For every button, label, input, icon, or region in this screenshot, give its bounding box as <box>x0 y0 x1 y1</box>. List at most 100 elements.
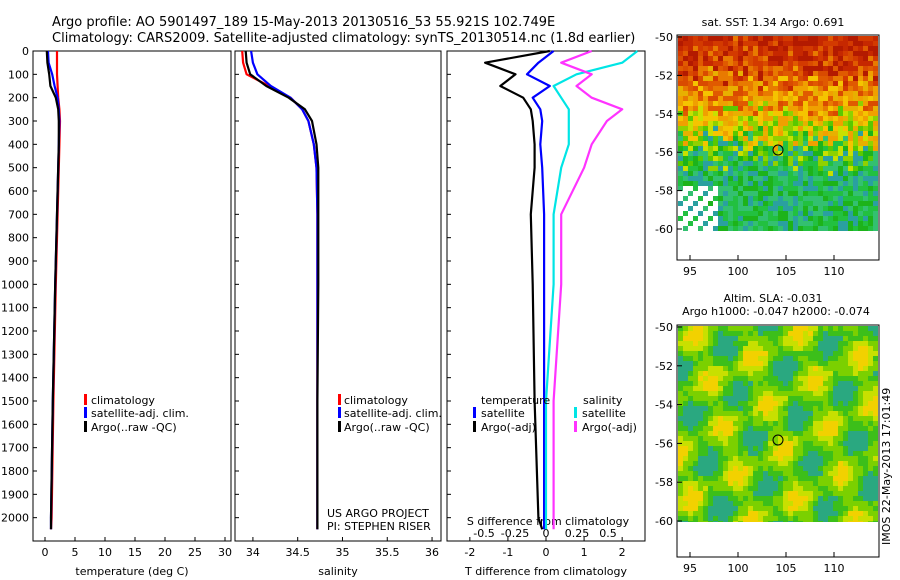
sst-map-cell <box>753 141 758 146</box>
sla-map-cell <box>723 481 728 486</box>
lon-tick-label: 105 <box>776 562 797 575</box>
sst-map-cell <box>733 251 738 256</box>
depth-tick-label: 1700 <box>1 442 29 455</box>
sst-map-cell <box>768 126 773 131</box>
sla-map-cell <box>733 361 738 366</box>
sst-map-cell <box>838 211 843 216</box>
sst-map-cell <box>698 151 703 156</box>
sst-map-cell <box>698 141 703 146</box>
sla-map-cell <box>778 426 783 431</box>
sst-map-cell <box>863 226 868 231</box>
sst-map-cell <box>808 181 813 186</box>
sst-map-cell <box>768 186 773 191</box>
sla-map-cell <box>803 441 808 446</box>
sst-map-cell <box>868 81 873 86</box>
sst-map-cell <box>808 216 813 221</box>
sst-map-cell <box>863 191 868 196</box>
sla-map-cell <box>728 381 733 386</box>
sla-map-cell <box>843 446 848 451</box>
sst-map-cell <box>853 221 858 226</box>
sla-map-cell <box>738 406 743 411</box>
sla-map-cell <box>728 476 733 481</box>
sla-map-cell <box>818 441 823 446</box>
sla-map-cell <box>853 486 858 491</box>
sst-map-cell <box>808 206 813 211</box>
sst-map-cell <box>753 241 758 246</box>
series-line-2 <box>250 50 319 530</box>
sla-map-cell <box>778 476 783 481</box>
sla-map-cell <box>768 361 773 366</box>
sla-map-cell <box>803 391 808 396</box>
lat-tick-label: -60 <box>655 515 673 528</box>
legend-swatch-temp-argo <box>473 421 476 432</box>
sla-map-cell <box>848 336 853 341</box>
sla-map-cell <box>778 496 783 501</box>
sst-map-cell <box>833 56 838 61</box>
sst-map-cell <box>788 196 793 201</box>
sst-map-cell <box>828 146 833 151</box>
sst-map-cell <box>748 256 753 261</box>
sla-map-cell <box>693 421 698 426</box>
sst-map-cell <box>853 141 858 146</box>
sla-map-cell <box>863 501 868 506</box>
sst-map-cell <box>748 221 753 226</box>
sst-map-cell <box>773 116 778 121</box>
sst-map-cell <box>763 41 768 46</box>
sla-map-cell <box>843 366 848 371</box>
sst-map-cell <box>833 76 838 81</box>
sst-map-cell <box>818 36 823 41</box>
sst-map-cell <box>798 91 803 96</box>
sla-map-cell <box>798 501 803 506</box>
sla-map-cell <box>678 336 683 341</box>
sst-map-cell <box>738 221 743 226</box>
sst-map-cell <box>833 66 838 71</box>
sst-map-cell <box>828 81 833 86</box>
sst-map-cell <box>803 141 808 146</box>
sst-map-cell <box>733 221 738 226</box>
sla-map-cell <box>853 366 858 371</box>
sst-map-cell <box>733 256 738 261</box>
sst-map-cell <box>783 56 788 61</box>
sst-map-cell <box>778 146 783 151</box>
sla-map-cell <box>778 326 783 331</box>
sst-map-cell <box>688 181 693 186</box>
sst-map-cell <box>793 156 798 161</box>
sst-map-cell <box>828 231 833 236</box>
sst-map-cell <box>708 81 713 86</box>
sst-map-cell <box>873 146 878 151</box>
sst-map-cell <box>688 171 693 176</box>
sla-map-cell <box>723 341 728 346</box>
sla-map-cell <box>733 431 738 436</box>
sst-map-cell <box>753 151 758 156</box>
sla-map-cell <box>853 471 858 476</box>
sst-map-cell <box>803 176 808 181</box>
sst-map-cell <box>758 151 763 156</box>
sst-map-cell <box>783 251 788 256</box>
sst-map-cell <box>698 36 703 41</box>
sla-map-cell <box>688 451 693 456</box>
sla-map-cell <box>723 351 728 356</box>
sst-map-cell <box>813 146 818 151</box>
sla-map-cell <box>838 436 843 441</box>
sla-map-cell <box>788 356 793 361</box>
sla-map-cell <box>753 426 758 431</box>
sst-map-cell <box>678 66 683 71</box>
sst-map-cell <box>688 186 693 191</box>
depth-tick-label: 1300 <box>1 348 29 361</box>
sst-map-cell <box>773 141 778 146</box>
sst-map-cell <box>853 116 858 121</box>
sst-map-cell <box>773 76 778 81</box>
sla-map-cell <box>753 396 758 401</box>
sla-map-cell <box>808 466 813 471</box>
sla-map-cell <box>813 336 818 341</box>
sla-map-cell <box>828 511 833 516</box>
lon-tick-label: 100 <box>728 562 749 575</box>
sla-map-cell <box>683 426 688 431</box>
sst-map-cell <box>753 106 758 111</box>
sst-map-cell <box>823 251 828 256</box>
sst-map-cell <box>798 156 803 161</box>
sla-map-cell <box>823 466 828 471</box>
sla-map-cell <box>818 341 823 346</box>
sst-map-cell <box>723 201 728 206</box>
sla-map-cell <box>833 336 838 341</box>
